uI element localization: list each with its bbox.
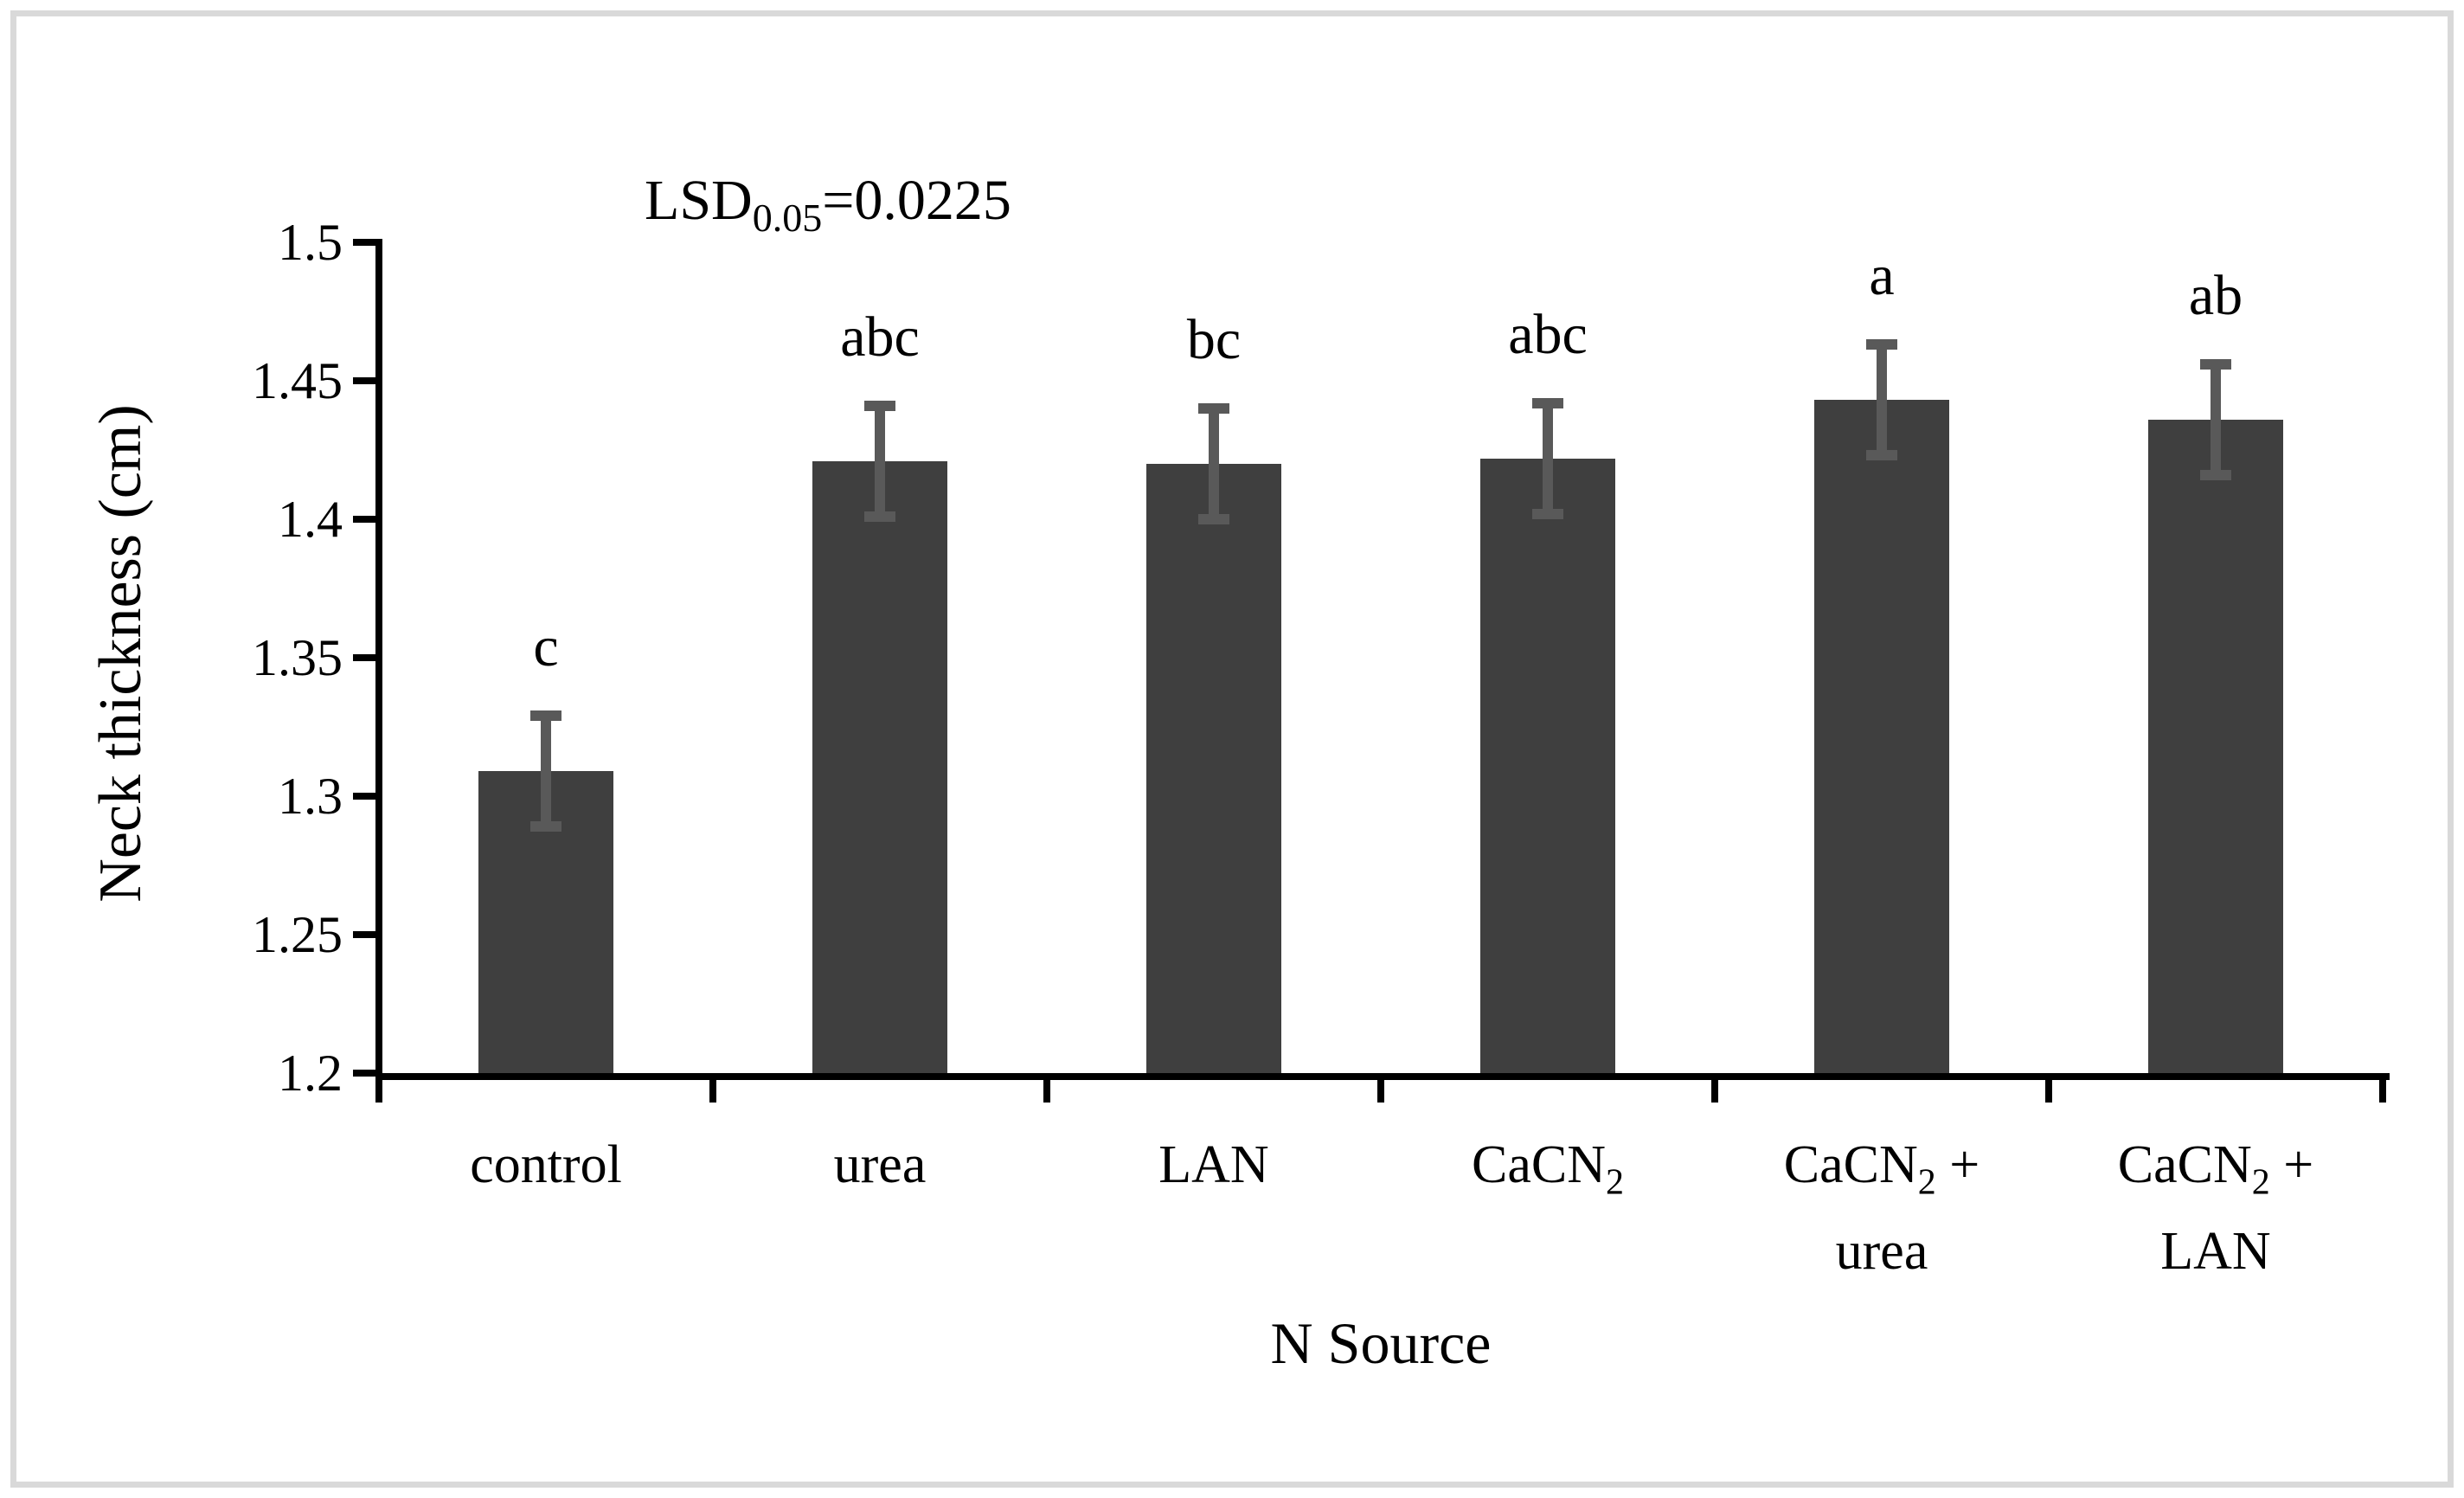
bar-LAN: [1146, 464, 1281, 1073]
category-label-line: CaCN2 +: [1783, 1135, 1980, 1203]
lsd-prefix: LSD: [645, 169, 753, 232]
significance-letter: bc: [1186, 308, 1242, 371]
y-tick-mark: [353, 1070, 377, 1077]
error-bar-bottom-cap: [2200, 469, 2231, 480]
y-tick-label: 1.2: [278, 1045, 343, 1102]
subscript: 2: [2251, 1162, 2270, 1203]
y-tick-label: 1.35: [252, 629, 343, 686]
error-bar-top-cap: [530, 710, 561, 722]
category-label-line: control: [470, 1135, 622, 1194]
category-label: urea: [710, 1122, 1049, 1208]
category-label-line: CaCN2: [1472, 1135, 1624, 1203]
category-label-line: urea: [1835, 1222, 1928, 1281]
error-bar: [1543, 402, 1553, 514]
category-label-line: LAN: [2160, 1222, 2271, 1281]
error-bar-bottom-cap: [530, 821, 561, 833]
error-bar: [1877, 344, 1887, 456]
y-tick-mark: [353, 516, 377, 523]
y-tick-label: 1.3: [278, 768, 343, 825]
bar-CaCN2: [1480, 458, 1615, 1073]
error-bar-top-cap: [2200, 358, 2231, 370]
x-tick-mark: [375, 1077, 382, 1103]
error-bar-bottom-cap: [1532, 508, 1563, 519]
category-label: CaCN2: [1378, 1122, 1717, 1208]
y-tick-label: 1.25: [252, 906, 343, 963]
category-label-line: urea: [833, 1135, 927, 1194]
subscript: 2: [1917, 1162, 1936, 1203]
y-tick-label: 1.45: [252, 352, 343, 409]
error-bar: [541, 716, 551, 827]
category-label-line: LAN: [1158, 1135, 1269, 1194]
y-axis-line: [375, 239, 382, 1080]
category-label: LAN: [1044, 1122, 1383, 1208]
error-bar-top-cap: [864, 400, 895, 411]
lsd-subscript: 0.05: [752, 196, 823, 241]
category-label-line: CaCN2 +: [2117, 1135, 2314, 1203]
bar-urea: [812, 460, 947, 1073]
significance-letter: ab: [2188, 263, 2243, 327]
x-tick-mark: [709, 1077, 716, 1103]
y-tick-mark: [353, 654, 377, 661]
error-bar: [2211, 363, 2221, 475]
error-bar: [875, 405, 885, 517]
lsd-value: =0.0225: [822, 169, 1011, 232]
figure-border: [10, 10, 2454, 1488]
x-tick-mark: [1043, 1077, 1050, 1103]
significance-letter: abc: [1508, 302, 1588, 366]
y-tick-mark: [353, 377, 377, 384]
x-tick-mark: [1711, 1077, 1718, 1103]
subscript: 2: [1606, 1162, 1624, 1203]
significance-letter: a: [1869, 244, 1895, 308]
x-tick-mark: [2045, 1077, 2052, 1103]
error-bar-top-cap: [1532, 397, 1563, 408]
bar-CaCN2 + urea: [1814, 400, 1949, 1073]
significance-letter: abc: [840, 305, 920, 369]
y-tick-mark: [353, 239, 377, 246]
lsd-annotation: LSD0.05=0.0225: [645, 169, 1011, 238]
category-label: CaCN2 + LAN: [2046, 1122, 2385, 1295]
category-label: CaCN2 + urea: [1712, 1122, 2051, 1295]
significance-letter: c: [533, 615, 559, 679]
error-bar-top-cap: [1866, 339, 1897, 350]
x-tick-mark: [1377, 1077, 1384, 1103]
bar-CaCN2 + LAN: [2148, 419, 2283, 1073]
x-axis-title: N Source: [1270, 1310, 1492, 1376]
error-bar-top-cap: [1198, 403, 1229, 414]
error-bar-bottom-cap: [1866, 450, 1897, 461]
error-bar-bottom-cap: [1198, 514, 1229, 524]
error-bar: [1209, 408, 1219, 519]
y-tick-label: 1.5: [278, 214, 343, 271]
y-tick-label: 1.4: [278, 491, 343, 548]
error-bar-bottom-cap: [864, 511, 895, 522]
y-tick-mark: [353, 931, 377, 938]
y-tick-mark: [353, 793, 377, 800]
category-label: control: [376, 1122, 715, 1208]
x-tick-mark: [2379, 1077, 2386, 1103]
